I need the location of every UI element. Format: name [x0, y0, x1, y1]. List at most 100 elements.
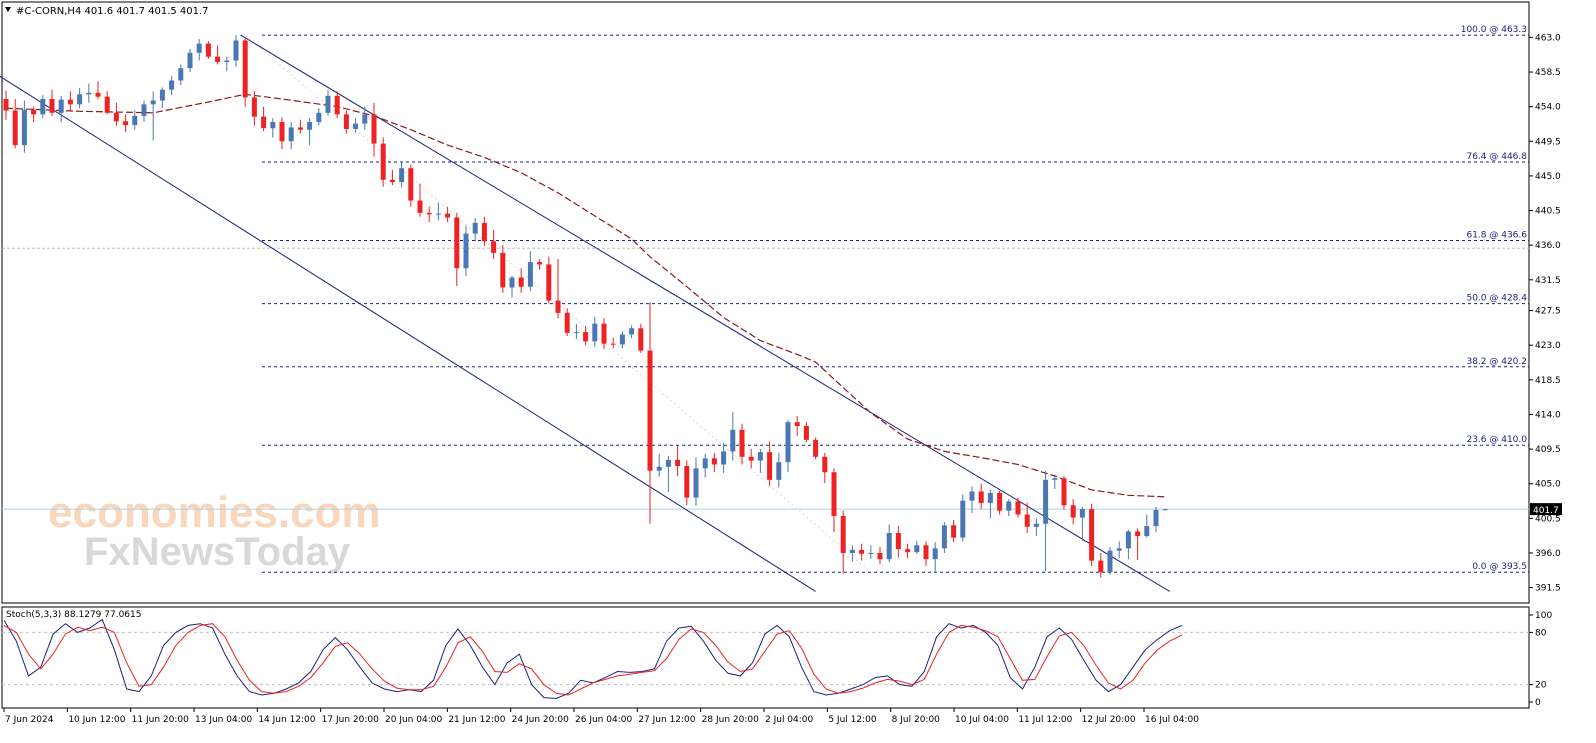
candle: [785, 419, 791, 473]
candle-body: [1061, 478, 1067, 506]
candle-body: [95, 92, 101, 97]
price-tick-label: 423.0: [1535, 341, 1561, 351]
candle-body: [794, 422, 800, 427]
candle-body: [353, 123, 359, 129]
candle-body: [969, 491, 975, 501]
candle-body: [435, 213, 441, 215]
candle: [343, 110, 349, 134]
candle: [803, 422, 809, 443]
candle-body: [196, 43, 202, 53]
candle: [702, 453, 708, 478]
candle: [408, 164, 414, 207]
candle-body: [656, 466, 662, 471]
candle-body: [491, 241, 497, 253]
candle-body: [785, 422, 791, 463]
candle-body: [840, 516, 846, 553]
candle-body: [279, 122, 285, 142]
candle: [665, 456, 671, 493]
candle: [573, 323, 579, 340]
candle: [675, 445, 681, 477]
candle-body: [21, 109, 27, 146]
price-tick-label: 463.0: [1535, 33, 1561, 43]
candle-body: [941, 525, 947, 549]
candle-body: [261, 116, 267, 129]
candle-body: [297, 127, 303, 130]
candle-body: [242, 40, 248, 98]
candle: [1098, 552, 1104, 578]
candle: [196, 38, 202, 61]
candle: [270, 118, 276, 138]
time-tick-label: 16 Jul 04:00: [1145, 715, 1199, 725]
candle: [739, 423, 745, 465]
candle-body: [1107, 550, 1113, 573]
candle: [1033, 518, 1039, 537]
candle-body: [178, 68, 184, 81]
stoch-tick-label: 20: [1535, 681, 1547, 691]
candle-body: [573, 332, 579, 334]
candles[interactable]: [3, 35, 1168, 578]
time-tick-label: 14 Jun 12:00: [258, 715, 315, 725]
candle: [647, 302, 653, 524]
candle-body: [583, 332, 589, 342]
candle-body: [1135, 531, 1141, 537]
candle-body: [932, 548, 938, 560]
time-tick-label: 17 Jun 20:00: [322, 715, 379, 725]
candle-body: [343, 114, 349, 129]
price-tick-label: 400.5: [1535, 514, 1561, 524]
candle-body: [288, 127, 294, 142]
candle-body: [233, 40, 239, 61]
price-tick-label: 440.5: [1535, 207, 1561, 217]
moving-average: [5, 93, 1166, 498]
candle: [711, 452, 717, 473]
time-tick-label: 8 Jul 20:00: [892, 715, 941, 725]
fibo-level-label: 0.0 @ 393.5: [1472, 562, 1527, 572]
candle-body: [399, 168, 405, 183]
channel-line-lower: [0, 75, 816, 592]
candle-body: [371, 114, 377, 144]
candle: [794, 416, 800, 437]
candle-body: [251, 97, 257, 117]
watermark-economies: economies.com: [48, 488, 381, 537]
candle: [546, 256, 552, 304]
candle: [1015, 497, 1021, 518]
candle: [684, 460, 690, 506]
candle: [509, 275, 515, 298]
candle-body: [187, 52, 193, 69]
candle: [463, 225, 469, 276]
candle: [1135, 528, 1141, 560]
candle-body: [362, 114, 368, 124]
candle-body: [389, 179, 395, 183]
candle: [914, 540, 920, 554]
candle-body: [104, 96, 110, 113]
time-tick-label: 11 Jul 12:00: [1018, 715, 1072, 725]
candle: [1144, 514, 1150, 538]
time-tick-label: 7 Jun 2024: [5, 715, 54, 725]
candle-body: [619, 334, 625, 345]
candle-body: [748, 456, 754, 461]
price-tick-label: 427.5: [1535, 307, 1561, 317]
time-tick-label: 13 Jun 04:00: [195, 715, 252, 725]
candle-body: [978, 491, 984, 503]
candle: [1061, 476, 1067, 510]
candle: [831, 468, 837, 533]
candle-body: [546, 264, 552, 301]
candle: [12, 98, 18, 149]
candle: [371, 102, 377, 157]
candle-body: [739, 429, 745, 457]
candle-body: [610, 343, 616, 345]
candle: [969, 486, 975, 513]
stoch-panel-border: [1, 606, 1530, 709]
price-panel-border: [1, 1, 1530, 604]
time-tick-label: 11 Jun 20:00: [132, 715, 189, 725]
candle-body: [822, 456, 828, 473]
candle: [3, 90, 9, 120]
candle: [629, 325, 635, 339]
candle-body: [895, 532, 901, 550]
candle: [307, 118, 313, 146]
candle: [941, 522, 947, 553]
price-tick-label: 458.5: [1535, 68, 1561, 78]
candle-body: [509, 277, 515, 288]
trend-channel: [0, 34, 1171, 592]
candle: [518, 268, 524, 293]
